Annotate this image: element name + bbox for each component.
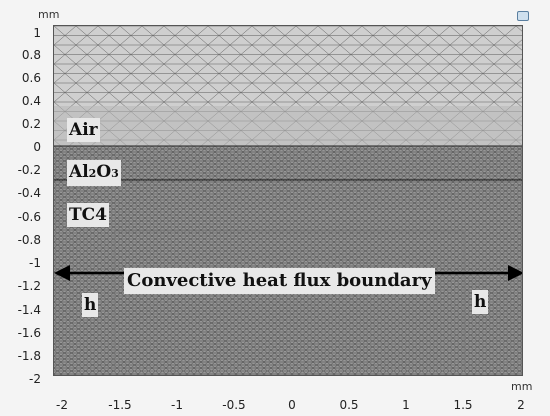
tc4-region-label: TC4 — [67, 203, 110, 227]
y-tick-label: -1.8 — [17, 349, 41, 363]
x-axis-unit: mm — [511, 380, 533, 393]
h-left-label: h — [82, 293, 99, 317]
y-tick-label: -1.2 — [17, 279, 41, 293]
y-tick-label: -0.8 — [17, 233, 41, 247]
mesh-plot-area[interactable]: Air Al2O3 TC4 Convective heat flux bound… — [53, 25, 523, 376]
x-tick-label: 2 — [517, 398, 525, 412]
y-tick-label: -2 — [29, 372, 41, 386]
y-tick-label: -1.4 — [17, 303, 41, 317]
y-tick-label: 1 — [33, 26, 41, 40]
y-tick-label: 0.6 — [21, 71, 41, 85]
al2o3-sub2: 2 — [88, 167, 97, 180]
y-tick-label: -0.6 — [17, 210, 41, 224]
x-tick-label: 1 — [402, 398, 410, 412]
al2o3-sub3: 3 — [111, 167, 119, 180]
y-tick-label: 0.4 — [21, 94, 41, 108]
y-tick-label: -1.6 — [17, 326, 41, 340]
x-tick-label: -0.5 — [222, 398, 246, 412]
mesh-graphic — [54, 26, 522, 375]
y-tick-label: 0.8 — [21, 48, 41, 62]
y-tick-label: -0.4 — [17, 186, 41, 200]
al2o3-o: O — [96, 162, 112, 182]
y-tick-label: 0.2 — [21, 117, 41, 131]
al2o3-region-label: Al2O3 — [67, 160, 121, 186]
h-right-label: h — [472, 290, 489, 314]
solid-mesh — [54, 146, 522, 375]
y-axis-unit: mm — [38, 8, 60, 21]
inner-mesh-boundary — [113, 230, 465, 372]
zoom-extents-icon[interactable] — [517, 11, 529, 21]
al2o3-al: Al — [69, 162, 89, 182]
y-tick-label: 0 — [33, 140, 41, 154]
x-tick-label: 1.5 — [453, 398, 473, 412]
y-tick-label: -1 — [29, 256, 41, 270]
air-transition-band — [54, 106, 522, 146]
x-tick-label: 0.5 — [339, 398, 359, 412]
air-region-label: Air — [67, 118, 100, 142]
boundary-label: Convective heat flux boundary — [124, 268, 435, 294]
arrowhead-right-icon — [508, 265, 522, 281]
x-tick-label: -1 — [171, 398, 183, 412]
arrowhead-left-icon — [54, 265, 70, 281]
y-tick-label: -0.2 — [17, 163, 41, 177]
x-tick-label: 0 — [288, 398, 296, 412]
x-tick-label: -2 — [56, 398, 68, 412]
x-tick-label: -1.5 — [108, 398, 132, 412]
